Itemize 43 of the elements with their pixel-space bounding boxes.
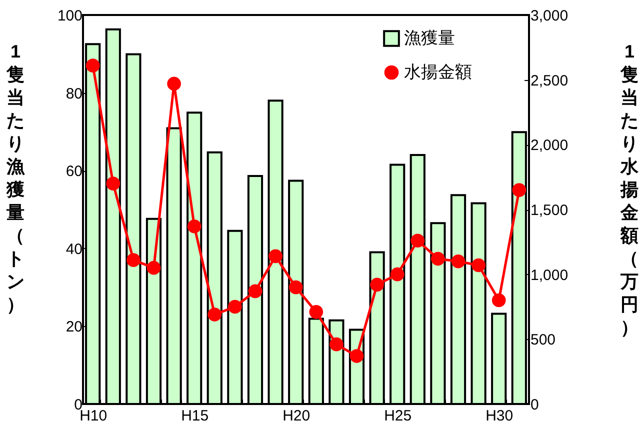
point [431,252,445,266]
point [370,278,384,292]
y-tick-label: 40 [66,240,82,258]
legend-label: 水揚金額 [404,62,472,82]
point [410,234,425,248]
point [268,249,282,264]
point [126,253,140,267]
point [350,349,364,363]
y2-tick-label: 1,000 [530,266,568,284]
point [167,76,181,91]
point [288,280,303,294]
x-tick-label: H20 [282,408,310,424]
point [492,293,506,308]
y-tick-label: 60 [66,163,82,180]
y2-tick-label: 2,500 [530,72,568,90]
legend-label: 漁獲量 [404,28,455,48]
point [309,305,324,319]
point [228,300,242,314]
x-tick-label: H25 [384,408,412,424]
point [451,254,466,268]
x-tick-label: H30 [486,408,514,424]
y-tick-label: 80 [66,85,82,102]
point [390,267,404,282]
y2-tick-label: 3,000 [530,8,568,24]
y-tick-label: 100 [57,8,82,24]
point [146,260,161,275]
x-tick-label: H15 [181,408,209,424]
point [330,337,344,352]
text: 1隻当たり水揚金額（万円） [620,42,638,338]
point [472,258,486,272]
y2-tick-label: 0 [530,396,539,414]
point [208,308,222,322]
y-tick-label: 20 [66,318,82,336]
text: 1隻当たり漁獲量（トン） [6,42,24,314]
point [512,183,526,197]
point [86,58,100,72]
point [106,176,120,190]
y2-tick-label: 2,000 [530,137,568,154]
point [248,284,262,298]
y2-tick-label: 1,500 [530,202,568,219]
x-tick-label: H10 [80,408,108,424]
y2-tick-label: 500 [530,332,556,349]
point [187,219,202,234]
